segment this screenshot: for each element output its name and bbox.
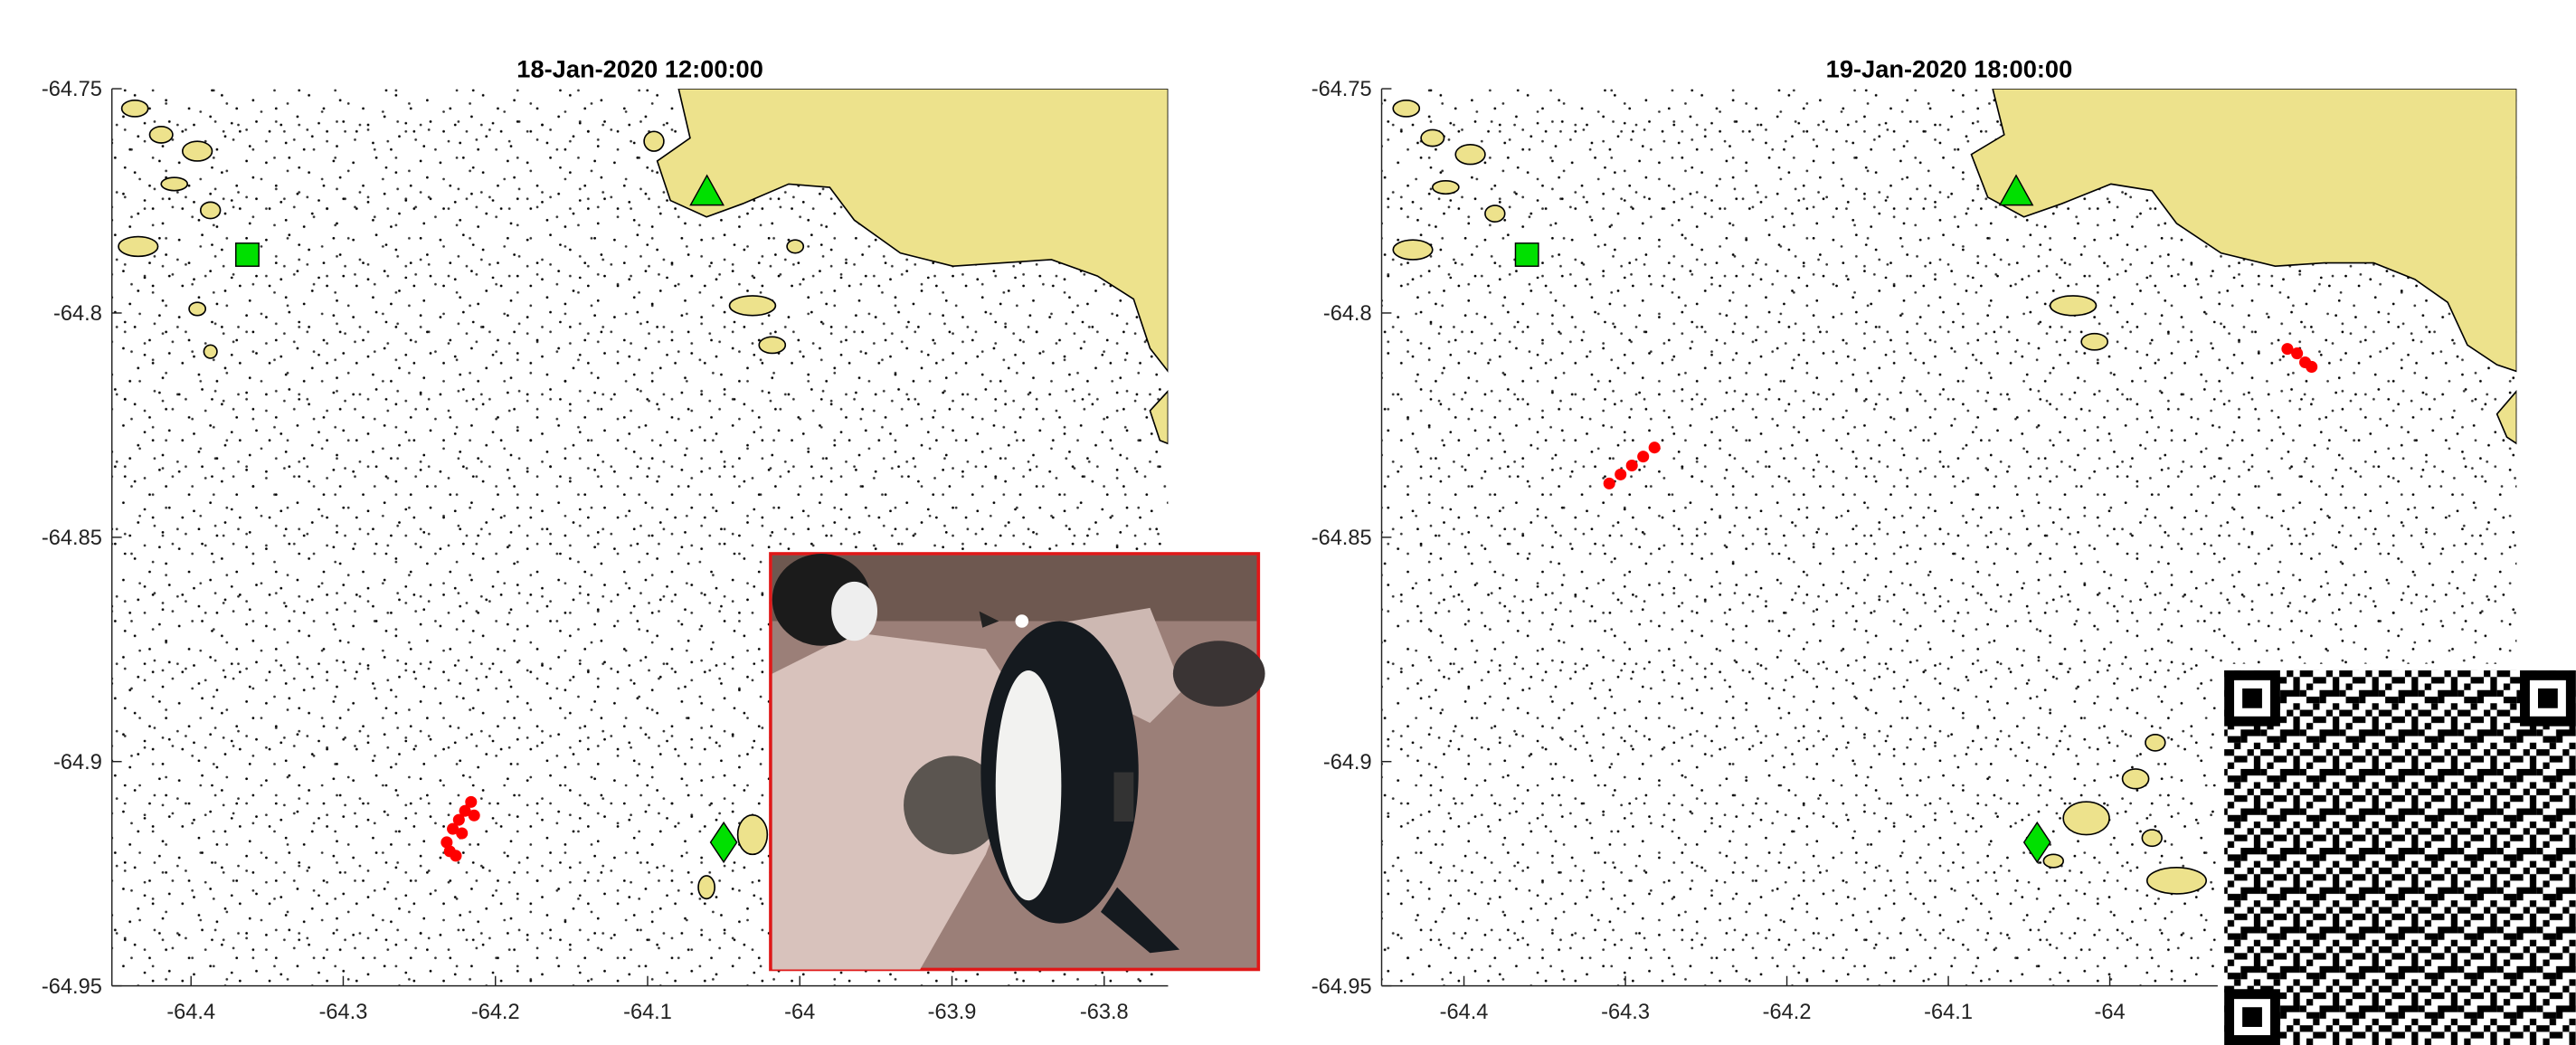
x-tick-label: -64.4 — [1440, 1001, 1489, 1024]
y-tick-label: -64.75 — [42, 78, 102, 101]
y-tick-label: -64.8 — [53, 302, 102, 326]
x-tick-label: -64 — [784, 1001, 815, 1024]
y-tick-label: -64.95 — [42, 975, 102, 999]
x-tick-label: -64.3 — [319, 1001, 368, 1024]
page: {"chart_data": [ {"type": "scatter", "ti… — [0, 0, 2576, 1045]
square-marker — [236, 243, 259, 266]
y-tick-label: -64.95 — [1312, 975, 1372, 999]
y-tick-label: -64.85 — [42, 527, 102, 550]
track-point — [465, 796, 477, 808]
inset-photo — [771, 554, 1265, 969]
y-tick-label: -64.9 — [1323, 751, 1372, 774]
x-tick-label: -64.2 — [1763, 1001, 1812, 1024]
track-point — [1637, 451, 1649, 462]
x-tick-label: -64.3 — [1601, 1001, 1650, 1024]
x-tick-label: -64.2 — [471, 1001, 520, 1024]
track-point — [1604, 478, 1615, 489]
y-tick-label: -64.8 — [1323, 302, 1372, 326]
x-tick-label: -64.1 — [623, 1001, 672, 1024]
x-tick-label: -64.1 — [1924, 1001, 1973, 1024]
figure: 18-Jan-2020 12:00:00 -64.95 -64.9 -64.85 -64… — [0, 0, 2576, 1045]
track-point — [456, 828, 468, 840]
track-point — [1615, 469, 1626, 480]
x-tick-label: -64.4 — [166, 1001, 215, 1024]
chart-title: 19-Jan-2020 18:00:00 — [1826, 54, 2073, 82]
y-tick-label: -64.9 — [53, 751, 102, 774]
track-point — [2306, 361, 2317, 373]
track-point — [2291, 347, 2303, 359]
track-point — [1649, 442, 1661, 453]
track-point — [1626, 460, 1638, 471]
chart-title: 18-Jan-2020 12:00:00 — [516, 54, 763, 82]
y-tick-label: -64.85 — [1312, 527, 1372, 550]
x-tick-label: -63.8 — [1080, 1001, 1129, 1024]
x-tick-label: -63.9 — [928, 1001, 977, 1024]
square-marker — [1515, 243, 1538, 266]
track-point — [450, 850, 461, 861]
x-tick-label: -64 — [2095, 1001, 2126, 1024]
qr-code — [2218, 664, 2576, 1045]
track-point — [469, 810, 480, 822]
y-tick-label: -64.75 — [1312, 78, 1372, 101]
